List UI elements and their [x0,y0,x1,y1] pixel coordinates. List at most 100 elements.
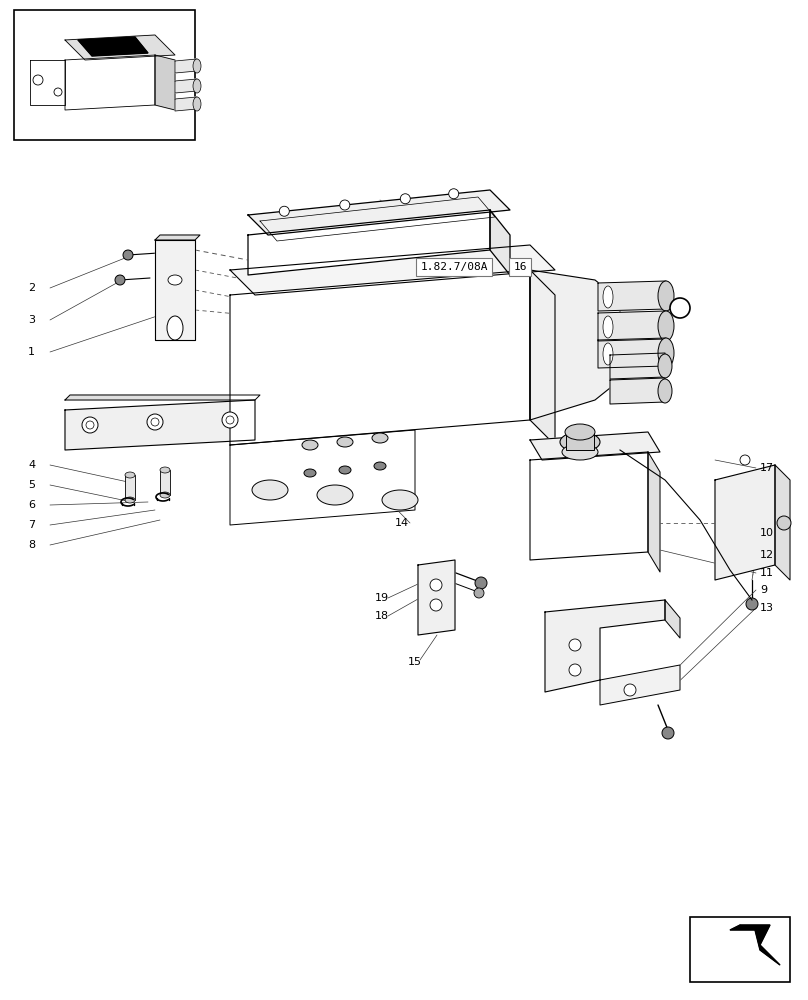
Polygon shape [65,395,260,400]
Text: 11: 11 [760,568,774,578]
Ellipse shape [670,298,690,318]
Bar [690,917,790,982]
Polygon shape [530,270,555,445]
Text: 18: 18 [375,611,389,621]
Polygon shape [78,37,148,56]
Ellipse shape [82,417,98,433]
Text: 16: 16 [513,262,527,272]
Ellipse shape [168,275,182,285]
Polygon shape [65,55,155,110]
Ellipse shape [339,466,351,474]
Ellipse shape [475,577,487,589]
Ellipse shape [340,200,350,210]
Text: 1.82.7/08A: 1.82.7/08A [420,262,488,272]
Ellipse shape [662,727,674,739]
Polygon shape [610,353,665,379]
Text: 6: 6 [28,500,35,510]
Polygon shape [598,281,666,311]
Ellipse shape [746,598,758,610]
Polygon shape [598,338,666,368]
Text: 12: 12 [760,550,774,560]
Ellipse shape [372,433,388,443]
Text: 8: 8 [28,540,35,550]
Ellipse shape [125,497,135,503]
Bar [125,475,135,500]
Polygon shape [230,270,530,445]
Ellipse shape [448,189,459,199]
Text: 9: 9 [760,585,767,595]
Ellipse shape [193,97,201,111]
Ellipse shape [603,286,613,308]
Polygon shape [530,432,660,460]
Polygon shape [230,430,415,525]
Text: 2: 2 [28,283,35,293]
Polygon shape [175,97,197,111]
Ellipse shape [337,437,353,447]
Polygon shape [155,235,200,240]
Ellipse shape [317,485,353,505]
Ellipse shape [624,684,636,696]
Ellipse shape [160,467,170,473]
Polygon shape [248,210,490,275]
Polygon shape [775,465,790,580]
Ellipse shape [304,469,316,477]
Polygon shape [598,311,666,341]
Ellipse shape [222,412,238,428]
Ellipse shape [658,354,672,378]
Ellipse shape [252,480,288,500]
Bar [566,432,594,450]
Ellipse shape [33,75,43,85]
Ellipse shape [374,462,386,470]
Ellipse shape [193,79,201,93]
Polygon shape [648,452,660,572]
Ellipse shape [603,316,613,338]
Ellipse shape [560,432,600,452]
Ellipse shape [86,421,94,429]
Ellipse shape [115,275,125,285]
Polygon shape [230,245,555,295]
Ellipse shape [569,639,581,651]
Text: 19: 19 [375,593,389,603]
Text: 3: 3 [28,315,35,325]
Ellipse shape [400,194,410,204]
Ellipse shape [430,599,442,611]
Ellipse shape [160,492,170,498]
Ellipse shape [123,250,133,260]
Ellipse shape [658,281,674,311]
Text: 10: 10 [760,528,774,538]
Polygon shape [155,55,175,110]
Ellipse shape [474,588,484,598]
Polygon shape [530,270,620,420]
Polygon shape [175,79,197,93]
Ellipse shape [562,444,598,460]
Ellipse shape [280,206,289,216]
Text: 4: 4 [28,460,35,470]
Polygon shape [65,400,255,450]
Polygon shape [715,465,775,580]
Polygon shape [418,560,455,635]
Text: 14: 14 [395,518,409,528]
Polygon shape [545,600,665,692]
Ellipse shape [565,424,595,440]
Ellipse shape [603,343,613,365]
Ellipse shape [658,379,672,403]
Ellipse shape [147,414,163,430]
Text: 17: 17 [760,463,774,473]
Ellipse shape [658,338,674,368]
Polygon shape [175,59,197,73]
Polygon shape [30,60,65,105]
Ellipse shape [226,416,234,424]
Ellipse shape [151,418,159,426]
Ellipse shape [740,455,750,465]
Ellipse shape [658,311,674,341]
Ellipse shape [569,664,581,676]
Polygon shape [248,190,510,235]
Ellipse shape [777,516,791,530]
Bar [14,10,195,140]
Polygon shape [610,378,665,404]
Polygon shape [65,35,175,60]
Polygon shape [665,600,680,638]
Text: 15: 15 [408,657,422,667]
Ellipse shape [382,490,418,510]
Ellipse shape [167,316,183,340]
